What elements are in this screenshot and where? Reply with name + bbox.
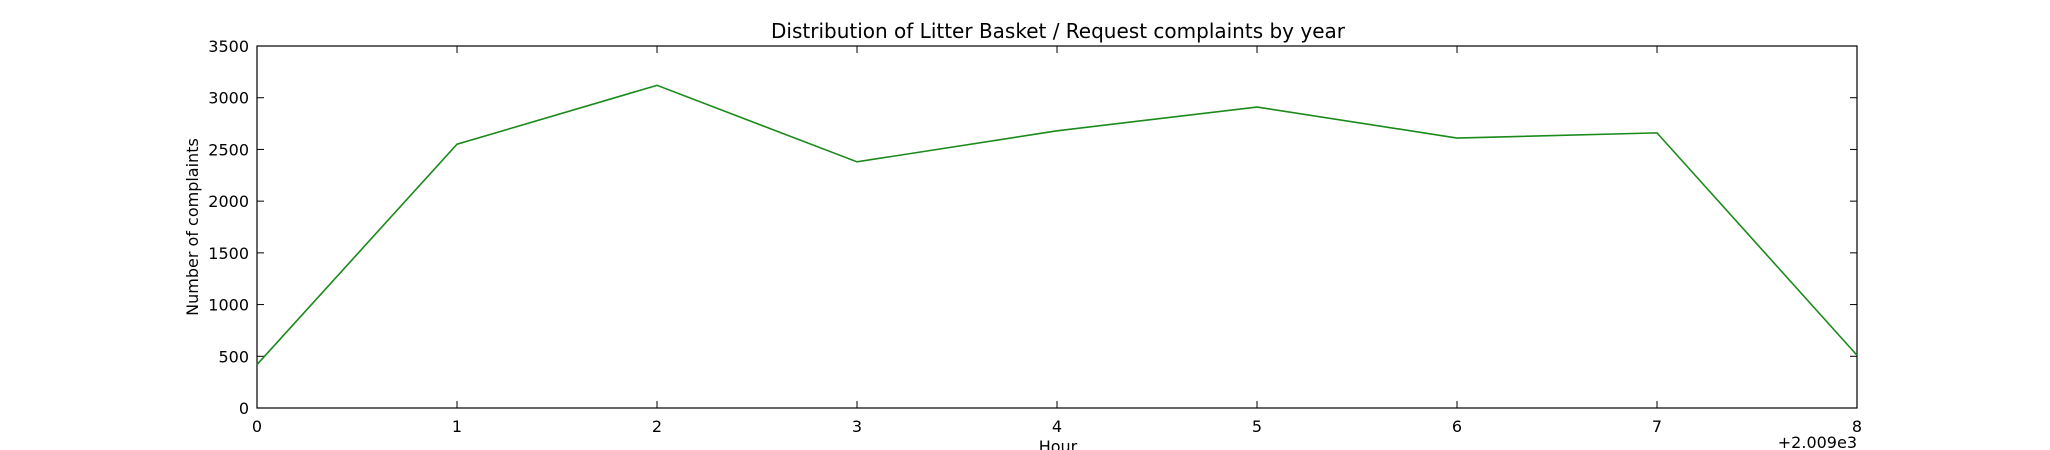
- y-tick-label: 1000: [208, 296, 249, 315]
- x-tick-label: 4: [1052, 417, 1062, 436]
- y-tick-label: 0: [239, 399, 249, 418]
- x-tick-label: 5: [1252, 417, 1262, 436]
- y-tick-label: 2500: [208, 140, 249, 159]
- plot-area: [256, 45, 1858, 409]
- y-tick-label: 2000: [208, 192, 249, 211]
- y-axis: 0 500 1000 1500 2000 2500 3000 3500: [208, 37, 1857, 418]
- plot-frame: [256, 45, 1858, 409]
- x-tick-label: 3: [852, 417, 862, 436]
- x-tick-label: 6: [1452, 417, 1462, 436]
- x-axis-label: Hour: [1039, 437, 1078, 450]
- chart-title: Distribution of Litter Basket / Request …: [771, 19, 1346, 43]
- x-tick-label: 7: [1652, 417, 1662, 436]
- y-tick-label: 3000: [208, 89, 249, 108]
- y-tick-label: 1500: [208, 244, 249, 263]
- x-tick-label: 0: [252, 417, 262, 436]
- x-axis: 0 1 2 3 4 5 6 7 8: [252, 46, 1862, 436]
- x-tick-label: 1: [452, 417, 462, 436]
- y-axis-label: Number of complaints: [183, 138, 202, 316]
- y-tick-label: 3500: [208, 37, 249, 56]
- x-tick-label: 2: [652, 417, 662, 436]
- series-layer: [256, 84, 1858, 366]
- x-tick-label: 8: [1852, 417, 1862, 436]
- x-axis-offset-label: +2.009e3: [1778, 433, 1857, 450]
- y-tick-label: 500: [218, 347, 249, 366]
